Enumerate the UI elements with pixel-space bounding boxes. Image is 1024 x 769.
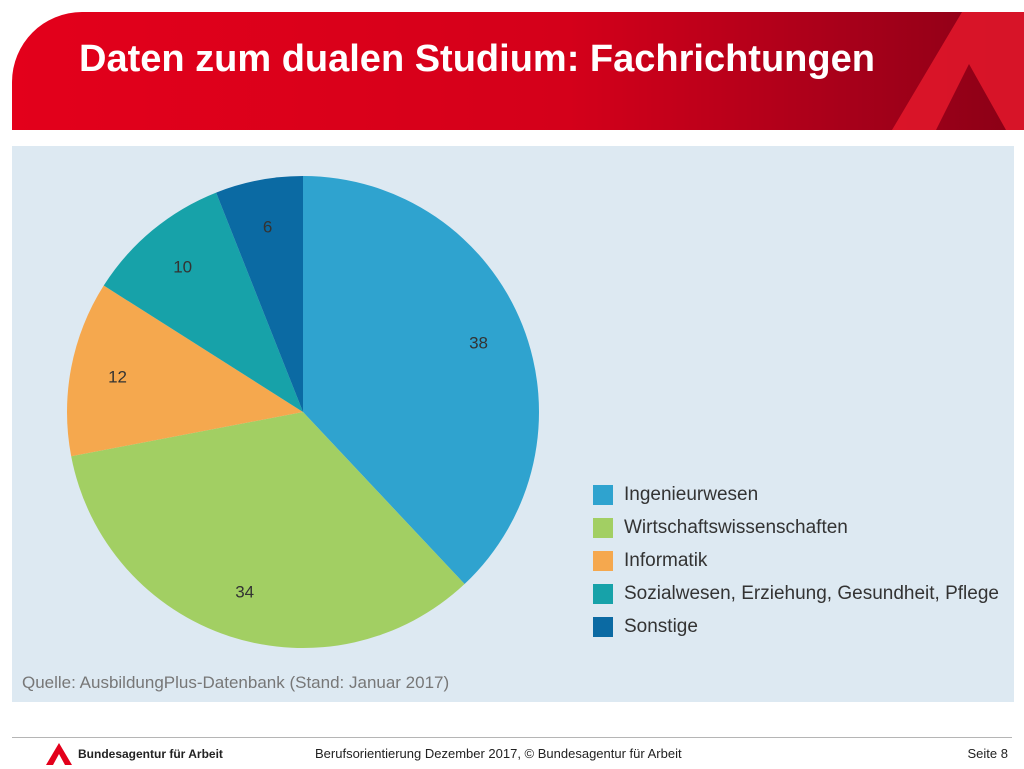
pie-value-label: 6 [263, 218, 272, 237]
legend-item-sozialwesen: Sozialwesen, Erziehung, Gesundheit, Pfle… [593, 577, 1003, 610]
legend-label: Wirtschaftswissenschaften [624, 516, 848, 538]
chart-legend: Ingenieurwesen Wirtschaftswissenschaften… [593, 478, 1003, 643]
source-note: Quelle: AusbildungPlus-Datenbank (Stand:… [22, 673, 450, 692]
pie-value-label: 38 [469, 333, 488, 352]
pie-value-label: 12 [108, 368, 127, 387]
pie-value-label: 34 [235, 583, 254, 602]
pie-slice-sozialwesen [103, 192, 303, 412]
legend-swatch [593, 583, 613, 604]
legend-item-wirtschaftswissenschaften: Wirtschaftswissenschaften [593, 511, 1003, 544]
legend-label: Informatik [624, 549, 708, 571]
agency-logo-icon [46, 743, 72, 765]
legend-label: Sozialwesen, Erziehung, Gesundheit, Pfle… [624, 582, 999, 604]
legend-swatch [593, 550, 613, 571]
slide-title: Daten zum dualen Studium: Fachrichtungen [79, 38, 875, 80]
header-banner: Daten zum dualen Studium: Fachrichtungen [12, 12, 1024, 130]
pie-value-label: 10 [173, 258, 192, 277]
legend-swatch [593, 484, 613, 505]
legend-item-ingenieurwesen: Ingenieurwesen [593, 478, 1003, 511]
legend-swatch [593, 616, 613, 637]
pie-slice-ingenieurwesen [303, 176, 539, 585]
pie-slice-informatik [67, 285, 303, 457]
footer-logo: Bundesagentur für Arbeit [46, 743, 223, 765]
legend-swatch [593, 517, 613, 538]
footer-text: Berufsorientierung Dezember 2017, © Bund… [315, 746, 682, 761]
footer-divider [12, 737, 1012, 738]
page-number: Seite 8 [967, 746, 1008, 761]
legend-label: Ingenieurwesen [624, 483, 759, 505]
agency-logo-watermark-icon [892, 12, 1024, 130]
pie-slice-sonstige [216, 176, 303, 412]
pie-slice-wirtschaftswissenschaften [71, 412, 465, 648]
legend-item-informatik: Informatik [593, 544, 1003, 577]
pie-chart: 38 34 12 10 6 [67, 176, 539, 648]
legend-item-sonstige: Sonstige [593, 610, 1003, 643]
legend-label: Sonstige [624, 615, 698, 637]
footer-brand: Bundesagentur für Arbeit [78, 747, 223, 761]
